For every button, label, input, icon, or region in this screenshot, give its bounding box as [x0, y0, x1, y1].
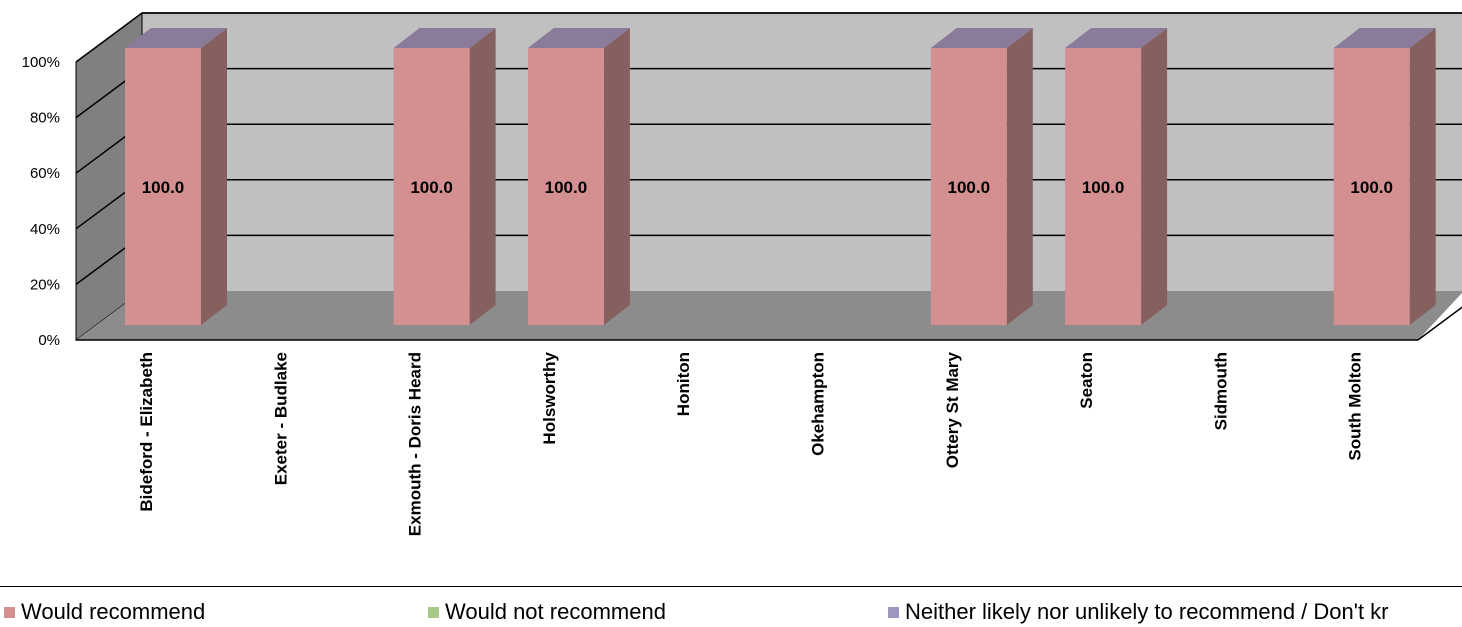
- bar-side: [1409, 28, 1436, 325]
- legend-label: Would recommend: [21, 599, 206, 624]
- y-tick-label: 100%: [22, 54, 60, 71]
- legend-swatch: [888, 606, 899, 618]
- data-label: 100.0: [410, 178, 453, 197]
- y-tick-label: 80%: [30, 110, 60, 127]
- floor-right-edge: [1417, 306, 1462, 341]
- category-label: Exeter - Budlake: [271, 352, 290, 485]
- bar-top: [125, 28, 227, 48]
- category-label: Bideford - Elizabeth: [137, 352, 156, 512]
- legend-item-would-recommend: Would recommend: [4, 599, 205, 625]
- bar-top: [930, 28, 1033, 48]
- x-axis-categories: Bideford - Elizabeth Exeter - Budlake Exmo…: [137, 351, 1365, 536]
- legend-item-would-not-recommend: Would not recommend: [428, 599, 666, 625]
- legend-swatch: [428, 606, 439, 618]
- bar-side: [1141, 28, 1168, 325]
- bar-top: [527, 28, 630, 48]
- bars: [125, 28, 1436, 325]
- bar-side: [469, 28, 496, 325]
- category-label: Honiton: [674, 352, 693, 416]
- gridlines: [75, 12, 1462, 286]
- category-label: Ottery St Mary: [943, 351, 962, 468]
- floor: [76, 291, 1462, 340]
- plot-background: [75, 12, 1462, 341]
- bar-top: [1333, 28, 1436, 48]
- data-label: 100.0: [545, 178, 588, 197]
- y-tick-label: 0%: [38, 332, 60, 349]
- category-label: South Molton: [1346, 352, 1365, 461]
- bar-top: [393, 28, 496, 48]
- bar-side: [603, 28, 630, 325]
- bar: [125, 48, 201, 325]
- category-label: Seaton: [1077, 352, 1096, 409]
- legend-label: Would not recommend: [445, 599, 666, 624]
- category-label: Sidmouth: [1211, 352, 1230, 430]
- bar: [1065, 48, 1142, 325]
- bar: [393, 48, 470, 325]
- category-label: Okehampton: [809, 352, 828, 456]
- gridline-side: [75, 12, 143, 63]
- y-tick-label: 20%: [30, 276, 60, 293]
- back-wall: [142, 13, 1462, 291]
- bar-side: [1006, 28, 1033, 325]
- data-label: 100.0: [948, 178, 991, 197]
- bar: [1333, 48, 1410, 325]
- data-label: 100.0: [1082, 178, 1125, 197]
- bar: [527, 48, 604, 325]
- data-label: 100.0: [1350, 178, 1393, 197]
- data-label: 100.0: [142, 178, 185, 197]
- chart: 0%20%40%60%80%100% 100.0 100.0 100.0 100.0 1…: [22, 12, 1462, 536]
- legend-swatch: [4, 606, 15, 618]
- y-tick-label: 60%: [30, 165, 60, 182]
- bar: [930, 48, 1007, 325]
- legend-item-neither: Neither likely nor unlikely to recommend…: [888, 599, 1389, 625]
- bar-top: [1065, 28, 1168, 48]
- category-label: Holsworthy: [540, 351, 559, 444]
- y-tick-label: 40%: [30, 221, 60, 238]
- legend: Would recommend Would not recommend Neit…: [0, 586, 1462, 627]
- legend-label: Neither likely nor unlikely to recommend…: [905, 599, 1389, 624]
- category-label: Exmouth - Doris Heard: [406, 352, 425, 536]
- y-axis-ticks: 0% 20% 40% 60% 80% 100%: [22, 54, 60, 349]
- data-labels: 100.0 100.0 100.0 100.0 100.0 100.0: [142, 178, 1393, 197]
- bar-side: [201, 28, 227, 325]
